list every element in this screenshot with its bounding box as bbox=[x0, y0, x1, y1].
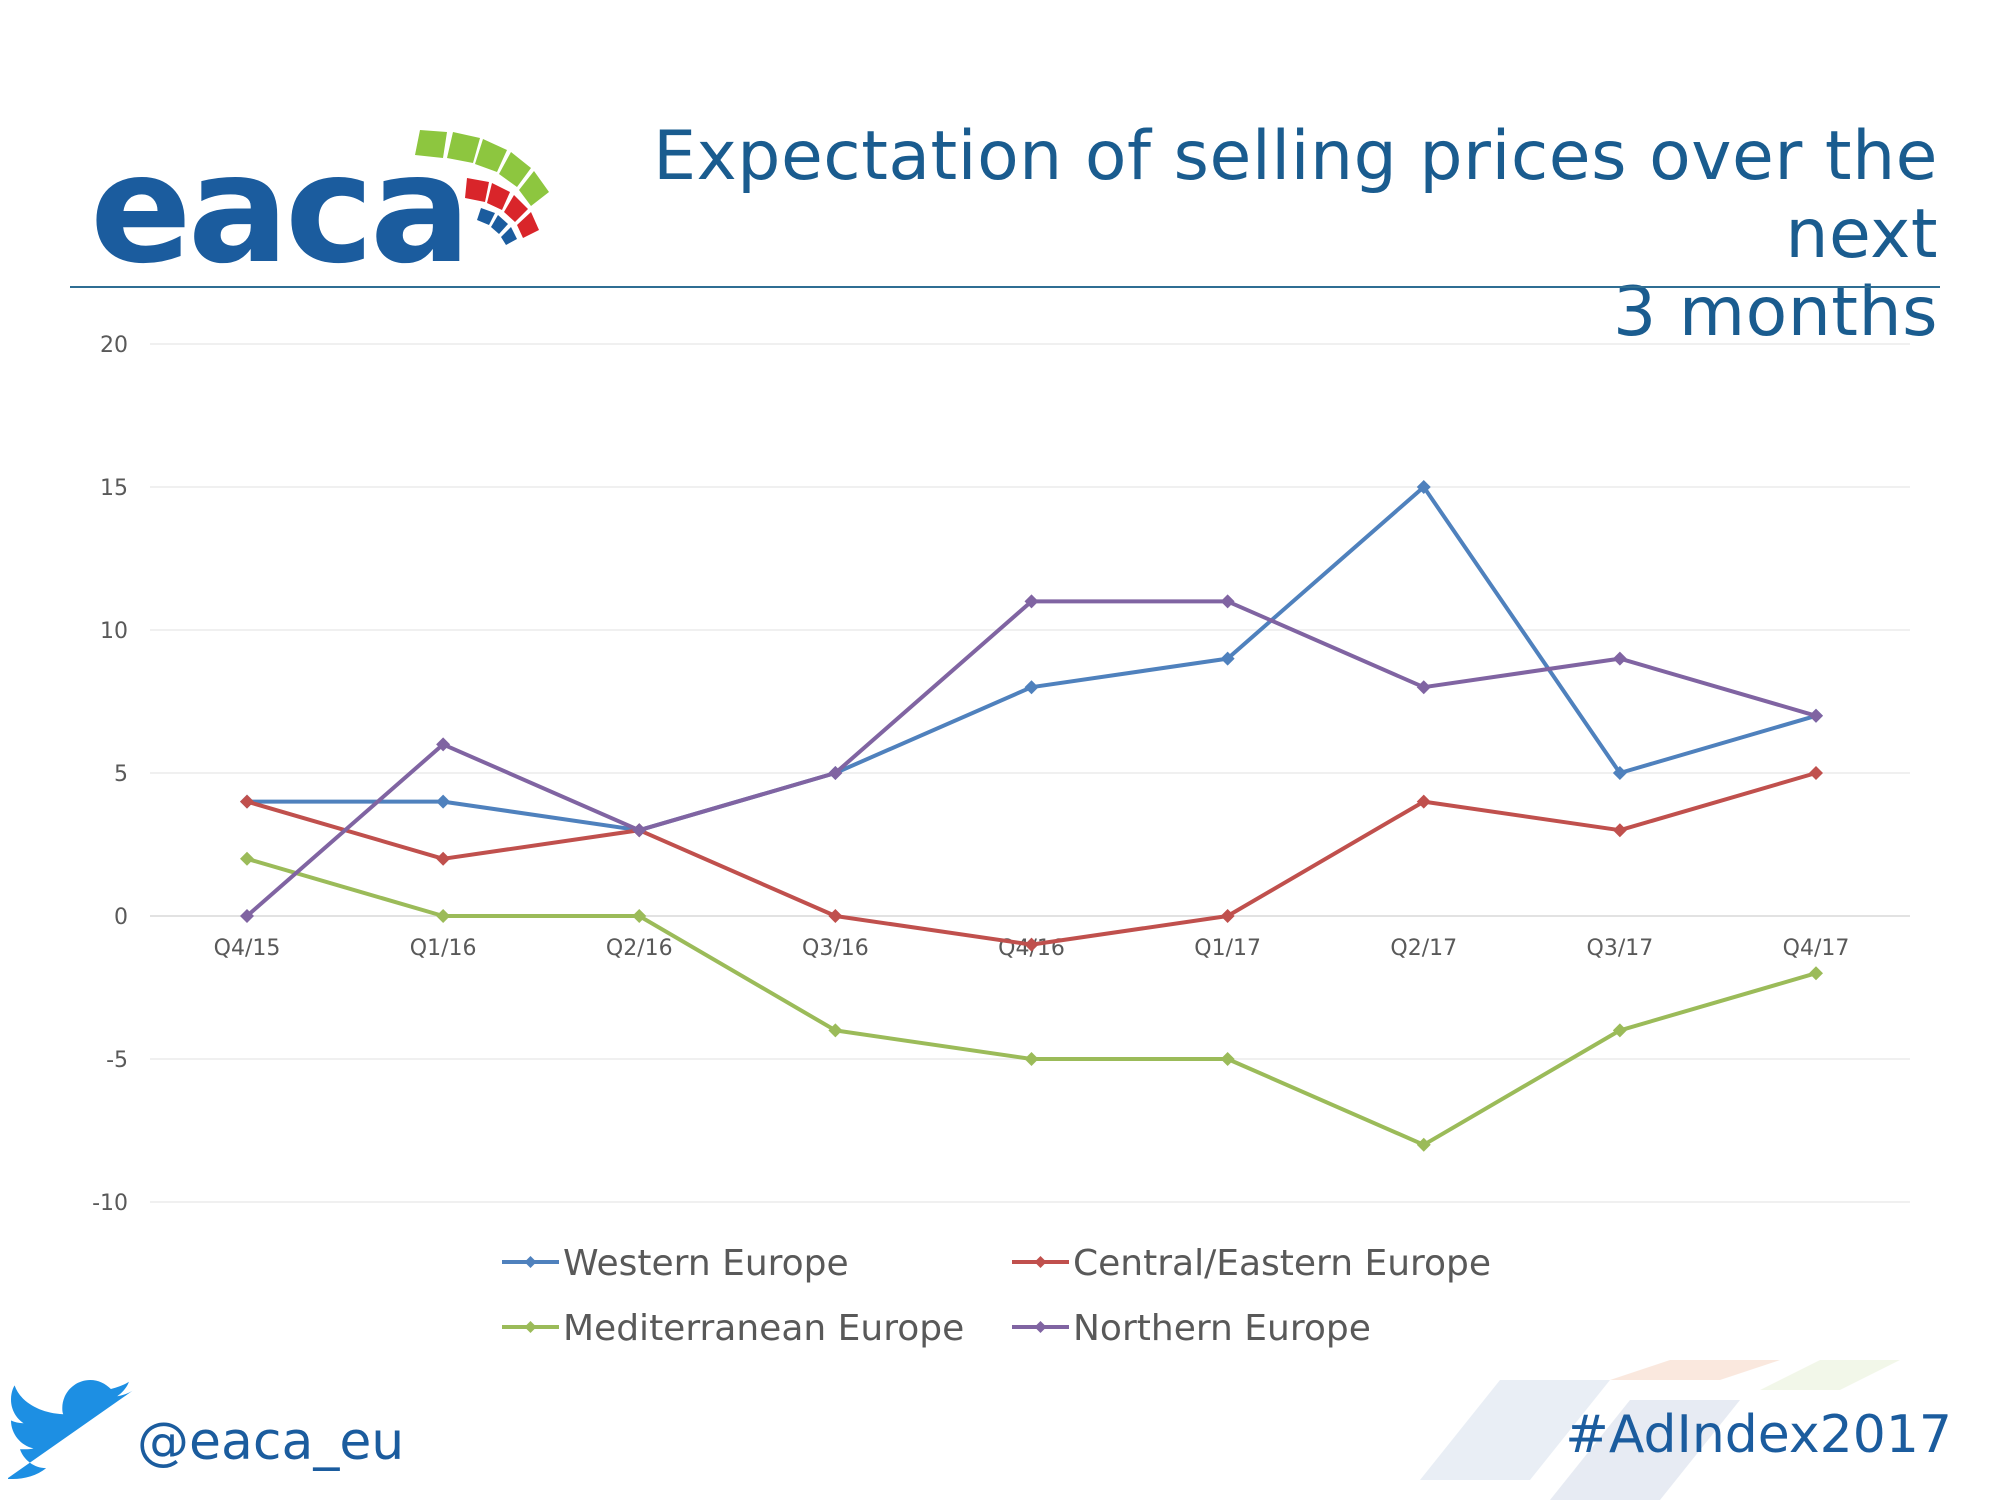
data-point bbox=[828, 766, 843, 780]
y-tick-label: 10 bbox=[100, 619, 128, 644]
series-line bbox=[246, 856, 1817, 1147]
series-mediterranean-europe bbox=[240, 851, 1823, 1152]
x-tick-label: Q1/16 bbox=[410, 936, 477, 961]
y-tick-label: 0 bbox=[114, 905, 128, 930]
data-point bbox=[1416, 680, 1431, 695]
legend-marker bbox=[524, 1321, 537, 1333]
data-point bbox=[1612, 1023, 1627, 1038]
twitter-bird-icon bbox=[8, 1380, 133, 1480]
data-point bbox=[1220, 651, 1235, 666]
data-point bbox=[1416, 794, 1431, 809]
data-point bbox=[828, 1023, 843, 1038]
eaca-logo: eaca bbox=[90, 75, 570, 285]
data-point bbox=[828, 909, 843, 923]
data-point bbox=[240, 909, 254, 923]
logo-arc-icon bbox=[415, 130, 549, 245]
data-point bbox=[436, 737, 451, 752]
data-point bbox=[240, 794, 254, 809]
data-point bbox=[1612, 766, 1627, 780]
data-point bbox=[1416, 1137, 1431, 1152]
y-tick-label: 20 bbox=[100, 333, 128, 358]
data-point bbox=[632, 823, 647, 838]
y-axis-ticks: 20 15 10 5 0 -5 -10 bbox=[92, 333, 128, 1216]
hashtag: #AdIndex2017 bbox=[1565, 1405, 1952, 1465]
legend-item: Northern Europe bbox=[1012, 1308, 1371, 1349]
data-point bbox=[1024, 1052, 1039, 1066]
y-tick-label: -10 bbox=[92, 1191, 128, 1216]
data-point bbox=[436, 909, 451, 923]
data-point bbox=[632, 909, 647, 923]
page-title: Expectation of selling prices over the n… bbox=[488, 118, 1938, 352]
x-tick-label: Q2/16 bbox=[606, 936, 673, 961]
x-tick-label: Q1/17 bbox=[1194, 936, 1261, 961]
legend-marker bbox=[524, 1256, 537, 1268]
data-point bbox=[1809, 766, 1823, 780]
x-axis-ticks: Q4/15Q1/16Q2/16Q3/16Q4/16Q1/17Q2/17Q3/17… bbox=[214, 936, 1850, 961]
x-tick-label: Q4/17 bbox=[1783, 936, 1850, 961]
legend-label: Northern Europe bbox=[1073, 1308, 1371, 1349]
legend-label: Central/Eastern Europe bbox=[1073, 1243, 1491, 1284]
series-lines bbox=[240, 480, 1823, 1152]
logo-text: eaca bbox=[90, 123, 471, 297]
header-divider bbox=[70, 286, 1940, 288]
data-point bbox=[1220, 909, 1235, 923]
data-point bbox=[436, 851, 451, 866]
x-tick-label: Q3/17 bbox=[1587, 936, 1654, 961]
x-tick-label: Q4/15 bbox=[214, 936, 281, 961]
legend-item: Western Europe bbox=[502, 1243, 849, 1284]
data-point bbox=[1024, 937, 1039, 952]
x-tick-label: Q2/17 bbox=[1390, 936, 1457, 961]
title-line-1: Expectation of selling prices over the n… bbox=[653, 117, 1938, 274]
data-point bbox=[1024, 680, 1039, 695]
data-point bbox=[1024, 594, 1039, 609]
legend-label: Mediterranean Europe bbox=[563, 1308, 964, 1349]
data-point bbox=[1612, 651, 1627, 666]
series-line bbox=[247, 485, 1817, 833]
x-tick-label: Q3/16 bbox=[802, 936, 869, 961]
y-tick-label: 5 bbox=[114, 762, 128, 787]
series-central-eastern-europe bbox=[240, 766, 1823, 952]
legend-marker bbox=[1034, 1256, 1047, 1268]
data-point bbox=[1809, 708, 1823, 723]
y-tick-label: -5 bbox=[106, 1048, 128, 1073]
series-northern-europe bbox=[240, 594, 1823, 923]
legend-label: Western Europe bbox=[563, 1243, 849, 1284]
gridlines bbox=[150, 343, 1910, 1203]
data-point bbox=[1809, 966, 1823, 981]
data-point bbox=[1220, 594, 1235, 609]
legend-marker bbox=[1034, 1321, 1047, 1333]
data-point bbox=[240, 851, 254, 866]
series-line bbox=[245, 599, 1817, 918]
y-tick-label: 15 bbox=[100, 476, 128, 501]
data-point bbox=[1416, 480, 1431, 494]
series-line bbox=[246, 771, 1817, 947]
data-point bbox=[1612, 823, 1627, 838]
legend-item: Mediterranean Europe bbox=[502, 1308, 964, 1349]
legend: Western Europe Central/Eastern Europe Medi… bbox=[502, 1243, 1491, 1349]
data-point bbox=[1220, 1052, 1235, 1066]
footer-decoration bbox=[1420, 1360, 1900, 1500]
series-western-europe bbox=[240, 480, 1823, 838]
twitter-handle[interactable]: @eaca_eu bbox=[137, 1412, 405, 1472]
legend-item: Central/Eastern Europe bbox=[1012, 1243, 1491, 1284]
data-point bbox=[436, 794, 451, 809]
